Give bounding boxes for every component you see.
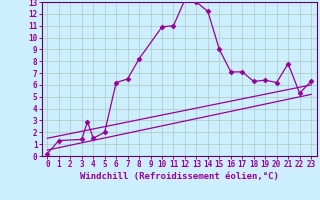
X-axis label: Windchill (Refroidissement éolien,°C): Windchill (Refroidissement éolien,°C) — [80, 172, 279, 181]
